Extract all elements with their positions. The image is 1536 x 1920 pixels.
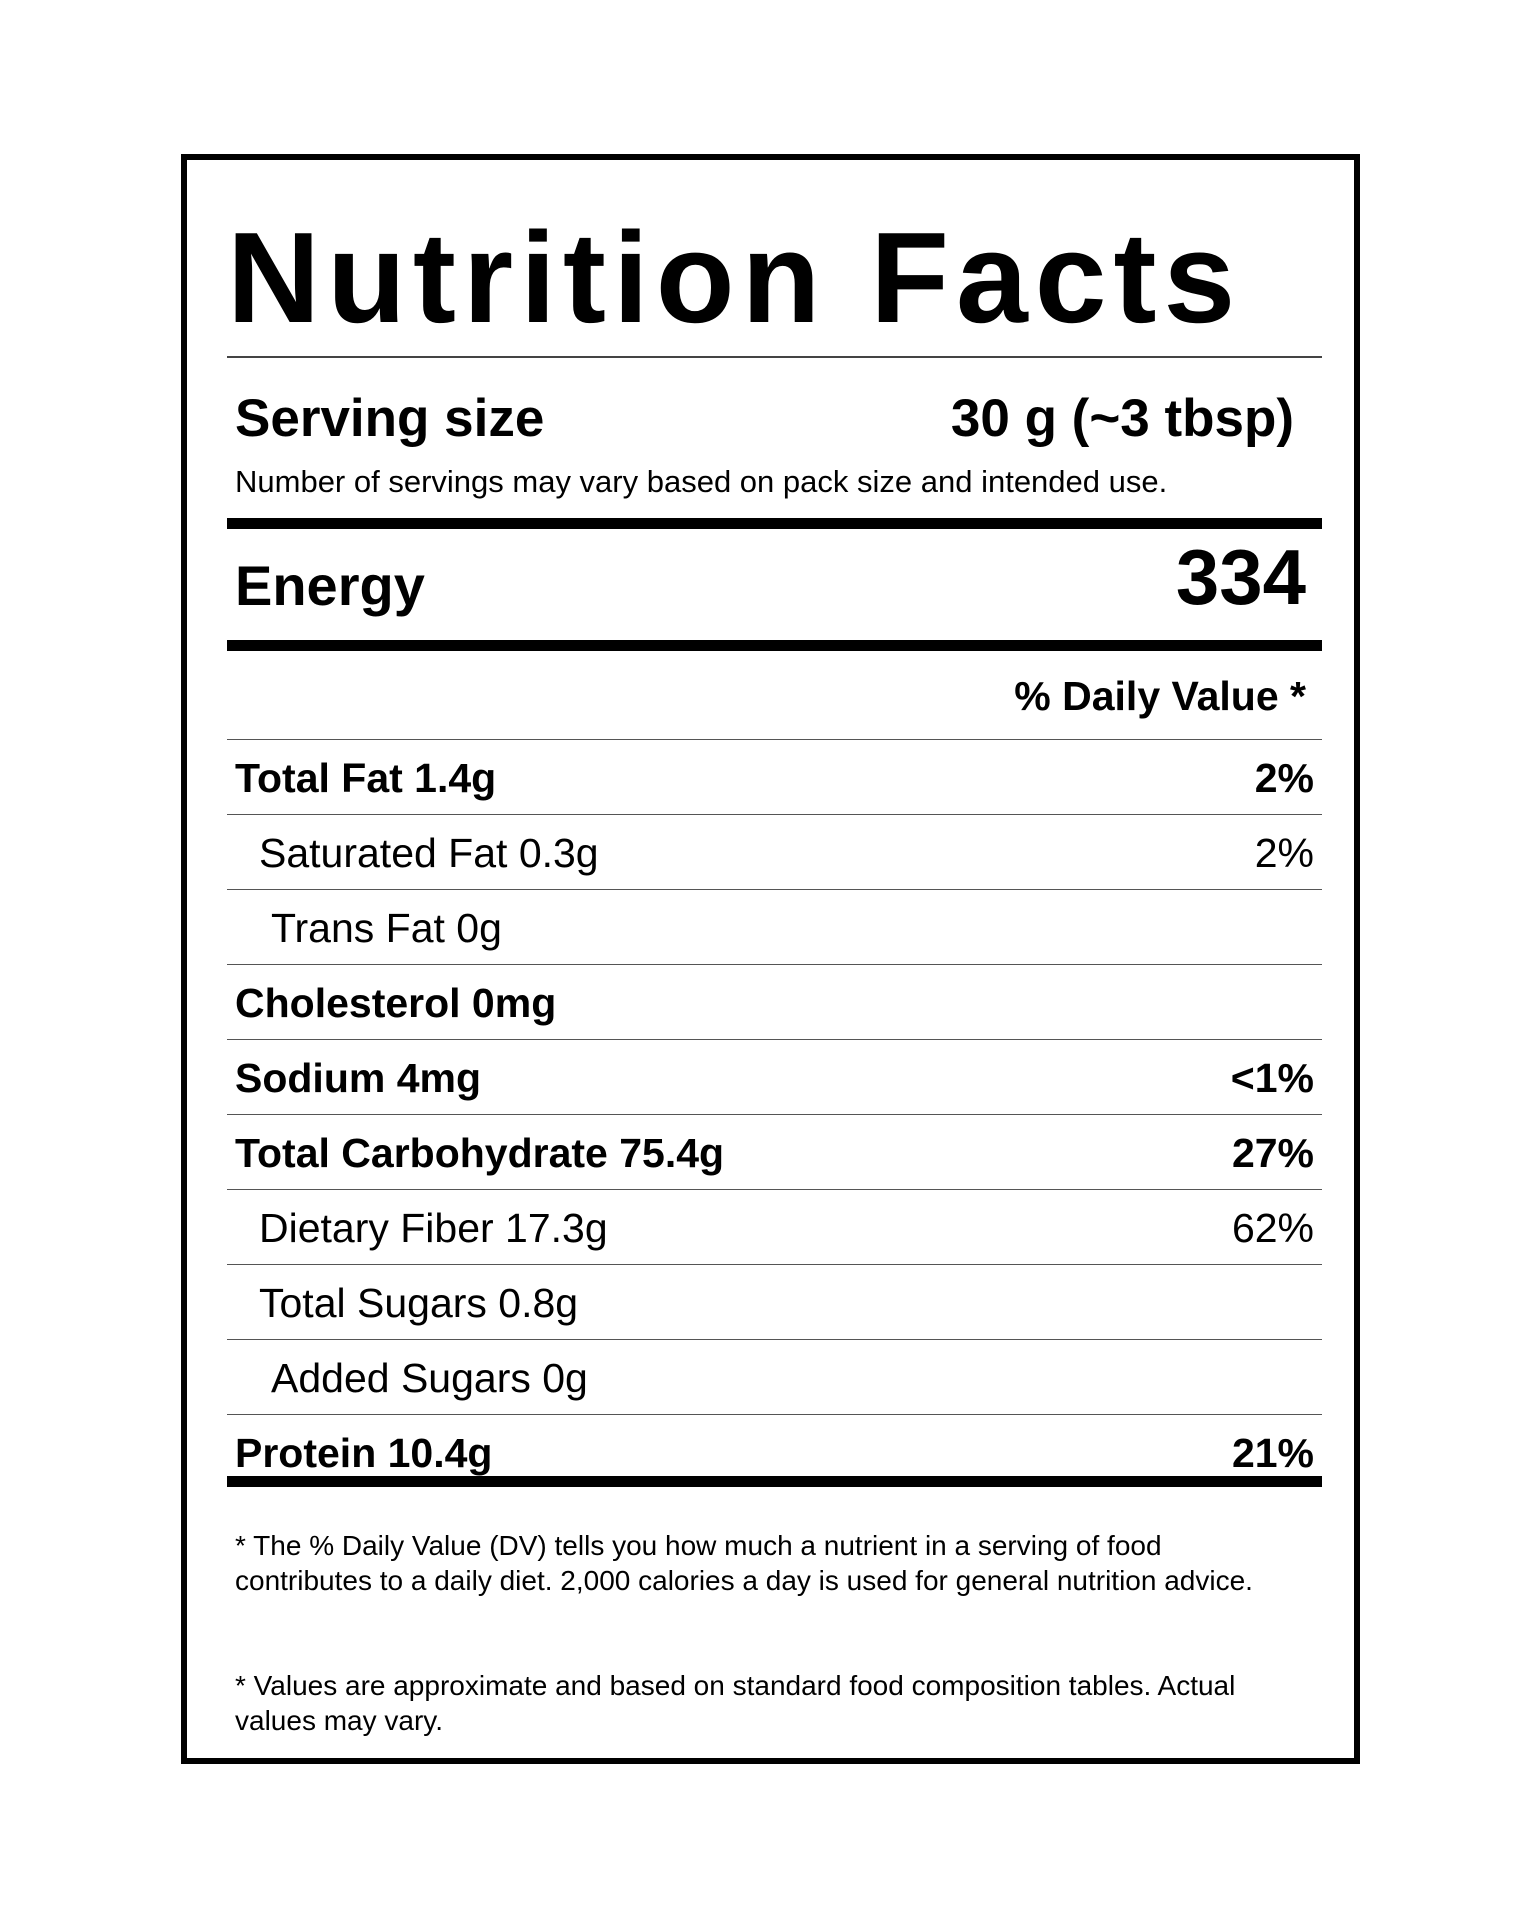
nutrient-name: Added Sugars 0g bbox=[271, 1355, 588, 1401]
divider bbox=[227, 1339, 1322, 1340]
nutrient-row-added-sugars: Added Sugars 0g bbox=[227, 1340, 1322, 1414]
nutrient-row-saturated-fat: Saturated Fat 0.3g 2% bbox=[227, 815, 1322, 889]
nutrient-row-cholesterol: Cholesterol 0mg bbox=[227, 965, 1322, 1039]
divider bbox=[227, 1114, 1322, 1115]
nutrient-name: Dietary Fiber 17.3g bbox=[259, 1205, 608, 1251]
nutrient-row-sodium: Sodium 4mg <1% bbox=[227, 1040, 1322, 1114]
nutrient-row-dietary-fiber: Dietary Fiber 17.3g 62% bbox=[227, 1190, 1322, 1264]
divider-thick bbox=[227, 640, 1322, 651]
divider bbox=[227, 889, 1322, 890]
nutrient-name: Saturated Fat 0.3g bbox=[259, 830, 599, 876]
energy-label: Energy bbox=[235, 554, 425, 617]
nutrient-daily-value: <1% bbox=[1230, 1055, 1314, 1101]
nutrient-name: Sodium 4mg bbox=[235, 1055, 482, 1101]
divider-thick bbox=[227, 1476, 1322, 1487]
nutrient-name: Trans Fat 0g bbox=[271, 905, 502, 951]
daily-value-header: % Daily Value * bbox=[1014, 673, 1306, 719]
divider-thick bbox=[227, 518, 1322, 529]
divider bbox=[227, 1414, 1322, 1415]
nutrient-name: Cholesterol 0mg bbox=[235, 980, 557, 1026]
nutrient-name: Total Carbohydrate 75.4g bbox=[235, 1130, 725, 1176]
nutrient-daily-value: 2% bbox=[1254, 755, 1314, 801]
serving-size-label: Serving size bbox=[235, 389, 545, 448]
nutrient-row-total-carbohydrate: Total Carbohydrate 75.4g 27% bbox=[227, 1115, 1322, 1189]
nutrient-daily-value: 2% bbox=[1254, 830, 1314, 876]
nutrient-row-total-sugars: Total Sugars 0.8g bbox=[227, 1265, 1322, 1339]
nutrient-row-protein: Protein 10.4g 21% bbox=[227, 1415, 1322, 1489]
nutrient-name: Total Sugars 0.8g bbox=[259, 1280, 579, 1326]
divider bbox=[227, 739, 1322, 740]
nutrient-daily-value: 62% bbox=[1231, 1205, 1314, 1251]
nutrient-name: Protein 10.4g bbox=[235, 1430, 493, 1476]
divider bbox=[227, 1189, 1322, 1190]
nutrient-daily-value: 27% bbox=[1231, 1130, 1314, 1176]
divider bbox=[227, 1264, 1322, 1265]
divider bbox=[227, 814, 1322, 815]
serving-size-note: Number of servings may vary based on pac… bbox=[235, 464, 1168, 499]
divider bbox=[227, 964, 1322, 965]
footnote-daily-value: * The % Daily Value (DV) tells you how m… bbox=[235, 1530, 1253, 1596]
nutrition-facts-label: Nutrition Facts Serving size 30 g (~3 tb… bbox=[181, 154, 1360, 1764]
footnote-approximate-values: * Values are approximate and based on st… bbox=[235, 1670, 1236, 1736]
divider bbox=[227, 1039, 1322, 1040]
nutrient-row-total-fat: Total Fat 1.4g 2% bbox=[227, 740, 1322, 814]
nutrient-name: Total Fat 1.4g bbox=[235, 755, 497, 801]
label-title: Nutrition Facts bbox=[227, 206, 1243, 350]
divider bbox=[227, 356, 1322, 358]
nutrient-row-trans-fat: Trans Fat 0g bbox=[227, 890, 1322, 964]
nutrient-daily-value: 21% bbox=[1231, 1430, 1314, 1476]
energy-value: 334 bbox=[1175, 533, 1306, 621]
serving-size-value: 30 g (~3 tbsp) bbox=[950, 389, 1294, 448]
